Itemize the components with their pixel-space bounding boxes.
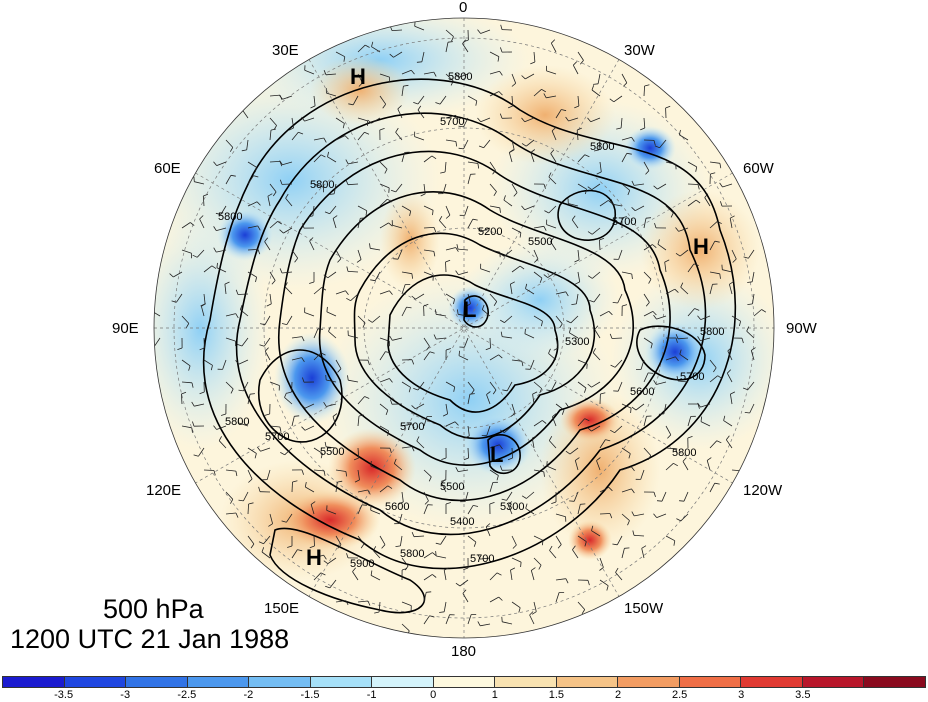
low-pressure-center: L	[463, 297, 477, 322]
high-pressure-center: H	[693, 234, 709, 259]
colorbar-swatch	[433, 677, 496, 687]
colorbar-tick-label: 1.5	[548, 689, 565, 701]
colorbar-tick-label: -1	[366, 689, 377, 701]
contour-label: 5500	[440, 481, 464, 493]
contour-label: 5300	[500, 501, 524, 513]
colorbar-swatch	[741, 677, 803, 687]
contour-label: 5600	[385, 501, 409, 513]
globe-disc	[154, 18, 774, 638]
colorbar-tick-label: 3.5	[795, 689, 811, 701]
pressure-level-caption: 500 hPa	[103, 594, 204, 624]
colorbar-tick-label: -1.5	[300, 689, 320, 701]
colorbar-swatch	[310, 677, 373, 687]
contour-label: 5800	[448, 71, 472, 83]
contour-label: 5700	[265, 431, 289, 443]
colorbar-swatch	[864, 677, 925, 687]
contour-label: 5800	[225, 416, 249, 428]
longitude-label-60w: 60W	[743, 160, 774, 177]
contour-label: 5700	[470, 553, 494, 565]
colorbar-swatch	[64, 677, 127, 687]
longitude-label-180: 180	[451, 643, 477, 660]
colorbar-swatch	[249, 677, 311, 687]
colorbar-tick-label: 2	[614, 689, 622, 701]
longitude-label-120w: 120W	[743, 482, 783, 499]
contour-label: 5800	[700, 326, 724, 338]
colorbar-tick-label: 1	[491, 689, 498, 701]
contour-label: 5600	[630, 386, 654, 398]
contour-label: 5500	[528, 236, 552, 248]
contour-label: 5800	[218, 211, 242, 223]
contour-label: 5200	[478, 226, 502, 238]
colorbar-tick-label: -3	[120, 689, 131, 701]
longitude-label-90w: 90W	[786, 320, 817, 337]
colorbar-tick-label: -3.5	[54, 689, 74, 701]
colorbar-tick-label: -2.5	[177, 689, 197, 701]
colorbar-swatch	[495, 677, 557, 687]
contour-label: 5400	[450, 516, 474, 528]
timestamp-caption: 1200 UTC 21 Jan 1988	[10, 624, 290, 654]
high-pressure-center: H	[306, 545, 322, 570]
colorbar-swatch	[618, 677, 680, 687]
colorbar-swatch	[3, 677, 65, 687]
colorbar-swatch	[679, 677, 742, 687]
high-pressure-center: H	[350, 64, 366, 89]
low-pressure-center: L	[490, 442, 504, 467]
colorbar-swatch	[556, 677, 619, 687]
longitude-label-150w: 150W	[624, 600, 664, 617]
colorbar-swatch	[126, 677, 188, 687]
contour-label: 5500	[320, 446, 344, 458]
colorbar-tick-label: 0	[430, 689, 437, 701]
longitude-label-30w: 30W	[624, 42, 655, 59]
colorbar-swatch	[372, 677, 434, 687]
longitude-label-60e: 60E	[154, 160, 181, 177]
contour-label: 5800	[590, 141, 614, 153]
contour-label: 5800	[310, 179, 334, 191]
contour-label: 5900	[350, 558, 374, 570]
contour-label: 5700	[400, 421, 424, 433]
contour-label: 5300	[565, 336, 589, 348]
colorbar-tick-label: -2	[243, 689, 254, 701]
colorbar-swatch	[187, 677, 250, 687]
longitude-label-30e: 30E	[272, 42, 299, 59]
contour-label: 5800	[400, 548, 424, 560]
contour-label: 5700	[440, 116, 464, 128]
colorbar-swatch	[802, 677, 865, 687]
colorbar	[2, 676, 926, 688]
longitude-label-90e: 90E	[112, 320, 139, 337]
longitude-label-150e: 150E	[264, 600, 300, 617]
colorbar-tick-label: 2.5	[671, 689, 688, 701]
colorbar-tick-label: 3	[738, 689, 745, 701]
longitude-label-120e: 120E	[146, 482, 182, 499]
contour-label: 5700	[612, 216, 636, 228]
contour-label: 5800	[672, 447, 696, 459]
contour-label: 5700	[680, 371, 704, 383]
longitude-label-0: 0	[459, 0, 468, 16]
